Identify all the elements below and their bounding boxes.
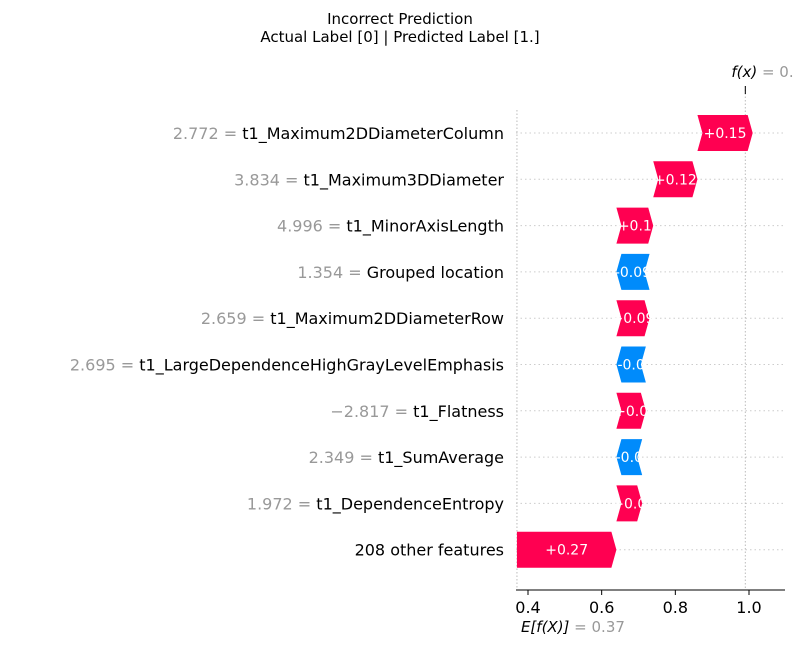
feature-name: t1_Maximum2DDiameterColumn	[242, 124, 504, 144]
feature-name: t1_LargeDependenceHighGrayLevelEmphasis	[139, 356, 504, 376]
feature-name: t1_Flatness	[413, 402, 504, 422]
bar-value-label: +0.1	[618, 219, 652, 235]
chart-subtitle: Actual Label [0] | Predicted Label [1.]	[260, 28, 540, 46]
waterfall-bar	[616, 346, 646, 383]
feature-label: 2.772 = t1_Maximum2DDiameterColumn	[173, 124, 504, 144]
x-tick-label: 1.0	[736, 598, 761, 617]
feature-value: 2.772 =	[173, 124, 242, 143]
x-tick-label: 0.8	[663, 598, 688, 617]
output-value-number: = 0.	[762, 63, 794, 81]
feature-value: 1.354 =	[297, 263, 366, 282]
waterfall-bar	[616, 207, 654, 244]
feature-label: 1.354 = Grouped location	[297, 263, 504, 282]
bar-value-label: +0.0	[614, 404, 648, 420]
feature-value: 2.349 =	[309, 448, 378, 467]
x-tick-label: 0.4	[515, 598, 540, 617]
feature-label: 1.972 = t1_DependenceEntropy	[247, 494, 504, 514]
output-value-label: f(x) = 0.	[731, 63, 793, 81]
feature-label: 208 other features	[355, 541, 504, 560]
bar-value-label: +0.0	[612, 496, 646, 512]
feature-name: t1_DependenceEntropy	[316, 494, 504, 514]
feature-label: 2.659 = t1_Maximum2DDiameterRow	[201, 309, 504, 329]
feature-label: 3.834 = t1_Maximum3DDiameter	[234, 170, 504, 190]
waterfall-bar	[516, 531, 617, 568]
x-tick-label: 0.6	[589, 598, 614, 617]
feature-name: Grouped location	[367, 263, 504, 282]
bar-value-label: -0.09	[615, 265, 651, 281]
bar-value-label: -0.0	[617, 358, 644, 374]
feature-name: t1_MinorAxisLength	[346, 217, 504, 237]
waterfall-bar	[616, 439, 643, 476]
feature-value: −2.817 =	[330, 402, 413, 421]
waterfall-bar	[616, 485, 643, 522]
waterfall-bar	[616, 392, 646, 429]
feature-value: 2.659 =	[201, 309, 270, 328]
bar-value-label: +0.12	[654, 172, 697, 188]
feature-name: t1_Maximum2DDiameterRow	[270, 309, 504, 329]
bar-value-label: +0.15	[704, 126, 747, 142]
feature-label: 2.695 = t1_LargeDependenceHighGrayLevelE…	[70, 356, 504, 376]
base-value-label: E[f(X)] = 0.37	[521, 618, 625, 636]
feature-label: −2.817 = t1_Flatness	[330, 402, 504, 422]
feature-value: 1.972 =	[247, 494, 316, 513]
output-value-symbol: f(x)	[731, 63, 762, 81]
bar-value-label: +0.09	[612, 311, 655, 327]
bar-value-label: -0.0	[616, 450, 643, 466]
feature-value: 3.834 =	[234, 170, 303, 189]
waterfall-bar	[616, 300, 650, 337]
base-value-symbol: E[f(X)]	[521, 618, 574, 636]
waterfall-bar	[697, 115, 753, 151]
feature-value: 2.695 =	[70, 356, 139, 375]
chart-title: Incorrect Prediction	[327, 10, 473, 28]
feature-name: t1_SumAverage	[378, 448, 504, 468]
bar-value-label: +0.27	[545, 543, 588, 559]
feature-label: 4.996 = t1_MinorAxisLength	[277, 217, 504, 237]
feature-value: 4.996 =	[277, 217, 346, 236]
feature-name: t1_Maximum3DDiameter	[304, 170, 505, 190]
feature-label: 2.349 = t1_SumAverage	[309, 448, 504, 468]
feature-name: 208 other features	[355, 541, 504, 560]
waterfall-bar	[616, 253, 650, 290]
base-value-number: = 0.37	[574, 618, 625, 636]
waterfall-bar	[653, 161, 698, 198]
